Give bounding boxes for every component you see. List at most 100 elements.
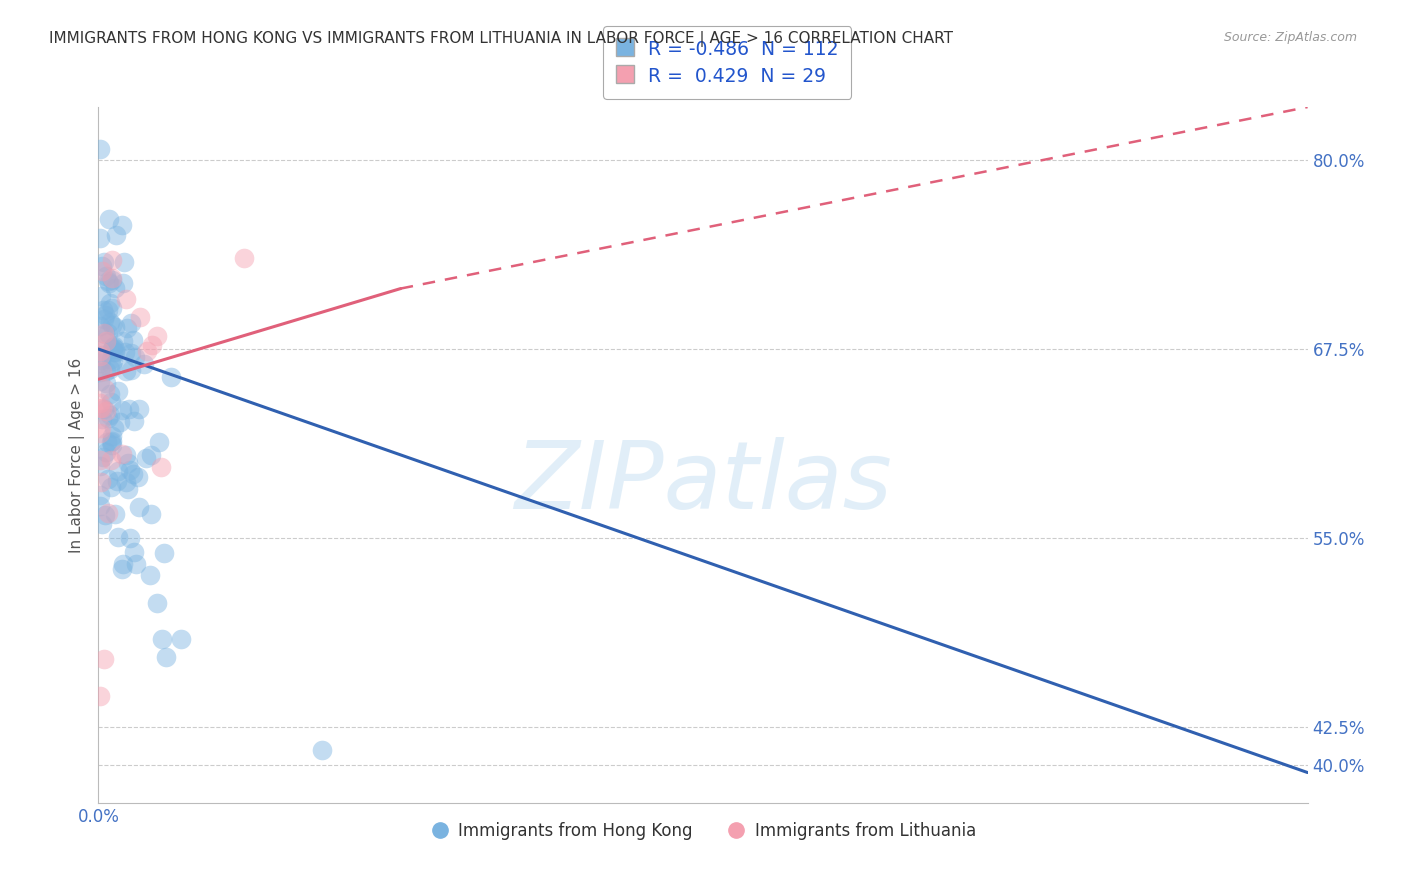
Point — [94, 403, 117, 417]
Point — [129, 310, 152, 324]
Point — [89, 344, 111, 359]
Point — [111, 447, 134, 461]
Point — [93, 652, 115, 666]
Point — [139, 568, 162, 582]
Point — [97, 411, 120, 425]
Point — [114, 344, 136, 359]
Point — [90, 347, 112, 361]
Point — [101, 342, 124, 356]
Point — [120, 463, 142, 477]
Point — [90, 475, 112, 489]
Point — [101, 252, 124, 267]
Text: ZIPatlas: ZIPatlas — [515, 437, 891, 528]
Point — [150, 459, 173, 474]
Point — [94, 508, 117, 522]
Point — [89, 401, 111, 415]
Point — [111, 562, 134, 576]
Point — [101, 301, 124, 316]
Point — [107, 464, 129, 478]
Point — [112, 276, 135, 290]
Point — [90, 401, 112, 415]
Point — [139, 507, 162, 521]
Point — [115, 364, 138, 378]
Point — [114, 292, 136, 306]
Point — [93, 402, 115, 417]
Point — [112, 254, 135, 268]
Point — [93, 311, 115, 326]
Point — [148, 434, 170, 449]
Point — [127, 470, 149, 484]
Point — [111, 557, 134, 571]
Point — [104, 228, 127, 243]
Y-axis label: In Labor Force | Age > 16: In Labor Force | Age > 16 — [69, 358, 86, 552]
Point — [94, 308, 117, 322]
Point — [90, 264, 112, 278]
Point — [93, 254, 115, 268]
Point — [115, 448, 138, 462]
Point — [101, 438, 124, 452]
Point — [132, 357, 155, 371]
Point — [97, 211, 120, 226]
Point — [107, 530, 129, 544]
Point — [96, 335, 118, 350]
Point — [89, 375, 111, 389]
Point — [91, 259, 114, 273]
Point — [101, 354, 124, 368]
Point — [89, 230, 111, 244]
Point — [128, 402, 150, 417]
Point — [101, 428, 124, 442]
Point — [146, 328, 169, 343]
Point — [100, 359, 122, 374]
Point — [97, 472, 120, 486]
Point — [232, 252, 254, 266]
Point — [101, 270, 124, 285]
Point — [117, 482, 139, 496]
Point — [89, 488, 111, 502]
Point — [110, 415, 132, 429]
Point — [115, 475, 138, 490]
Point — [100, 394, 122, 409]
Point — [120, 362, 142, 376]
Point — [101, 434, 124, 448]
Point — [97, 274, 120, 288]
Point — [98, 409, 121, 423]
Point — [111, 218, 134, 232]
Point — [100, 351, 122, 366]
Point — [103, 342, 125, 356]
Point — [111, 403, 134, 417]
Text: IMMIGRANTS FROM HONG KONG VS IMMIGRANTS FROM LITHUANIA IN LABOR FORCE | AGE > 16: IMMIGRANTS FROM HONG KONG VS IMMIGRANTS … — [49, 31, 953, 47]
Point — [91, 450, 114, 464]
Point — [117, 456, 139, 470]
Point — [89, 357, 111, 371]
Point — [89, 500, 111, 514]
Point — [115, 321, 138, 335]
Point — [160, 370, 183, 384]
Point — [311, 743, 333, 757]
Point — [96, 334, 118, 348]
Point — [135, 343, 157, 358]
Point — [135, 450, 157, 465]
Point — [107, 384, 129, 398]
Point — [98, 387, 121, 401]
Point — [101, 342, 124, 356]
Point — [122, 333, 145, 347]
Point — [145, 596, 167, 610]
Point — [118, 532, 141, 546]
Point — [128, 500, 150, 515]
Point — [98, 361, 121, 376]
Point — [101, 273, 124, 287]
Point — [103, 507, 125, 521]
Point — [120, 316, 142, 330]
Point — [100, 453, 122, 467]
Point — [150, 632, 173, 647]
Point — [104, 344, 127, 359]
Point — [89, 459, 111, 474]
Point — [90, 421, 112, 435]
Point — [100, 318, 122, 333]
Point — [97, 276, 120, 290]
Point — [89, 426, 111, 441]
Point — [117, 402, 139, 417]
Point — [101, 340, 124, 354]
Legend: Immigrants from Hong Kong, Immigrants from Lithuania: Immigrants from Hong Kong, Immigrants fr… — [423, 815, 983, 847]
Point — [90, 516, 112, 531]
